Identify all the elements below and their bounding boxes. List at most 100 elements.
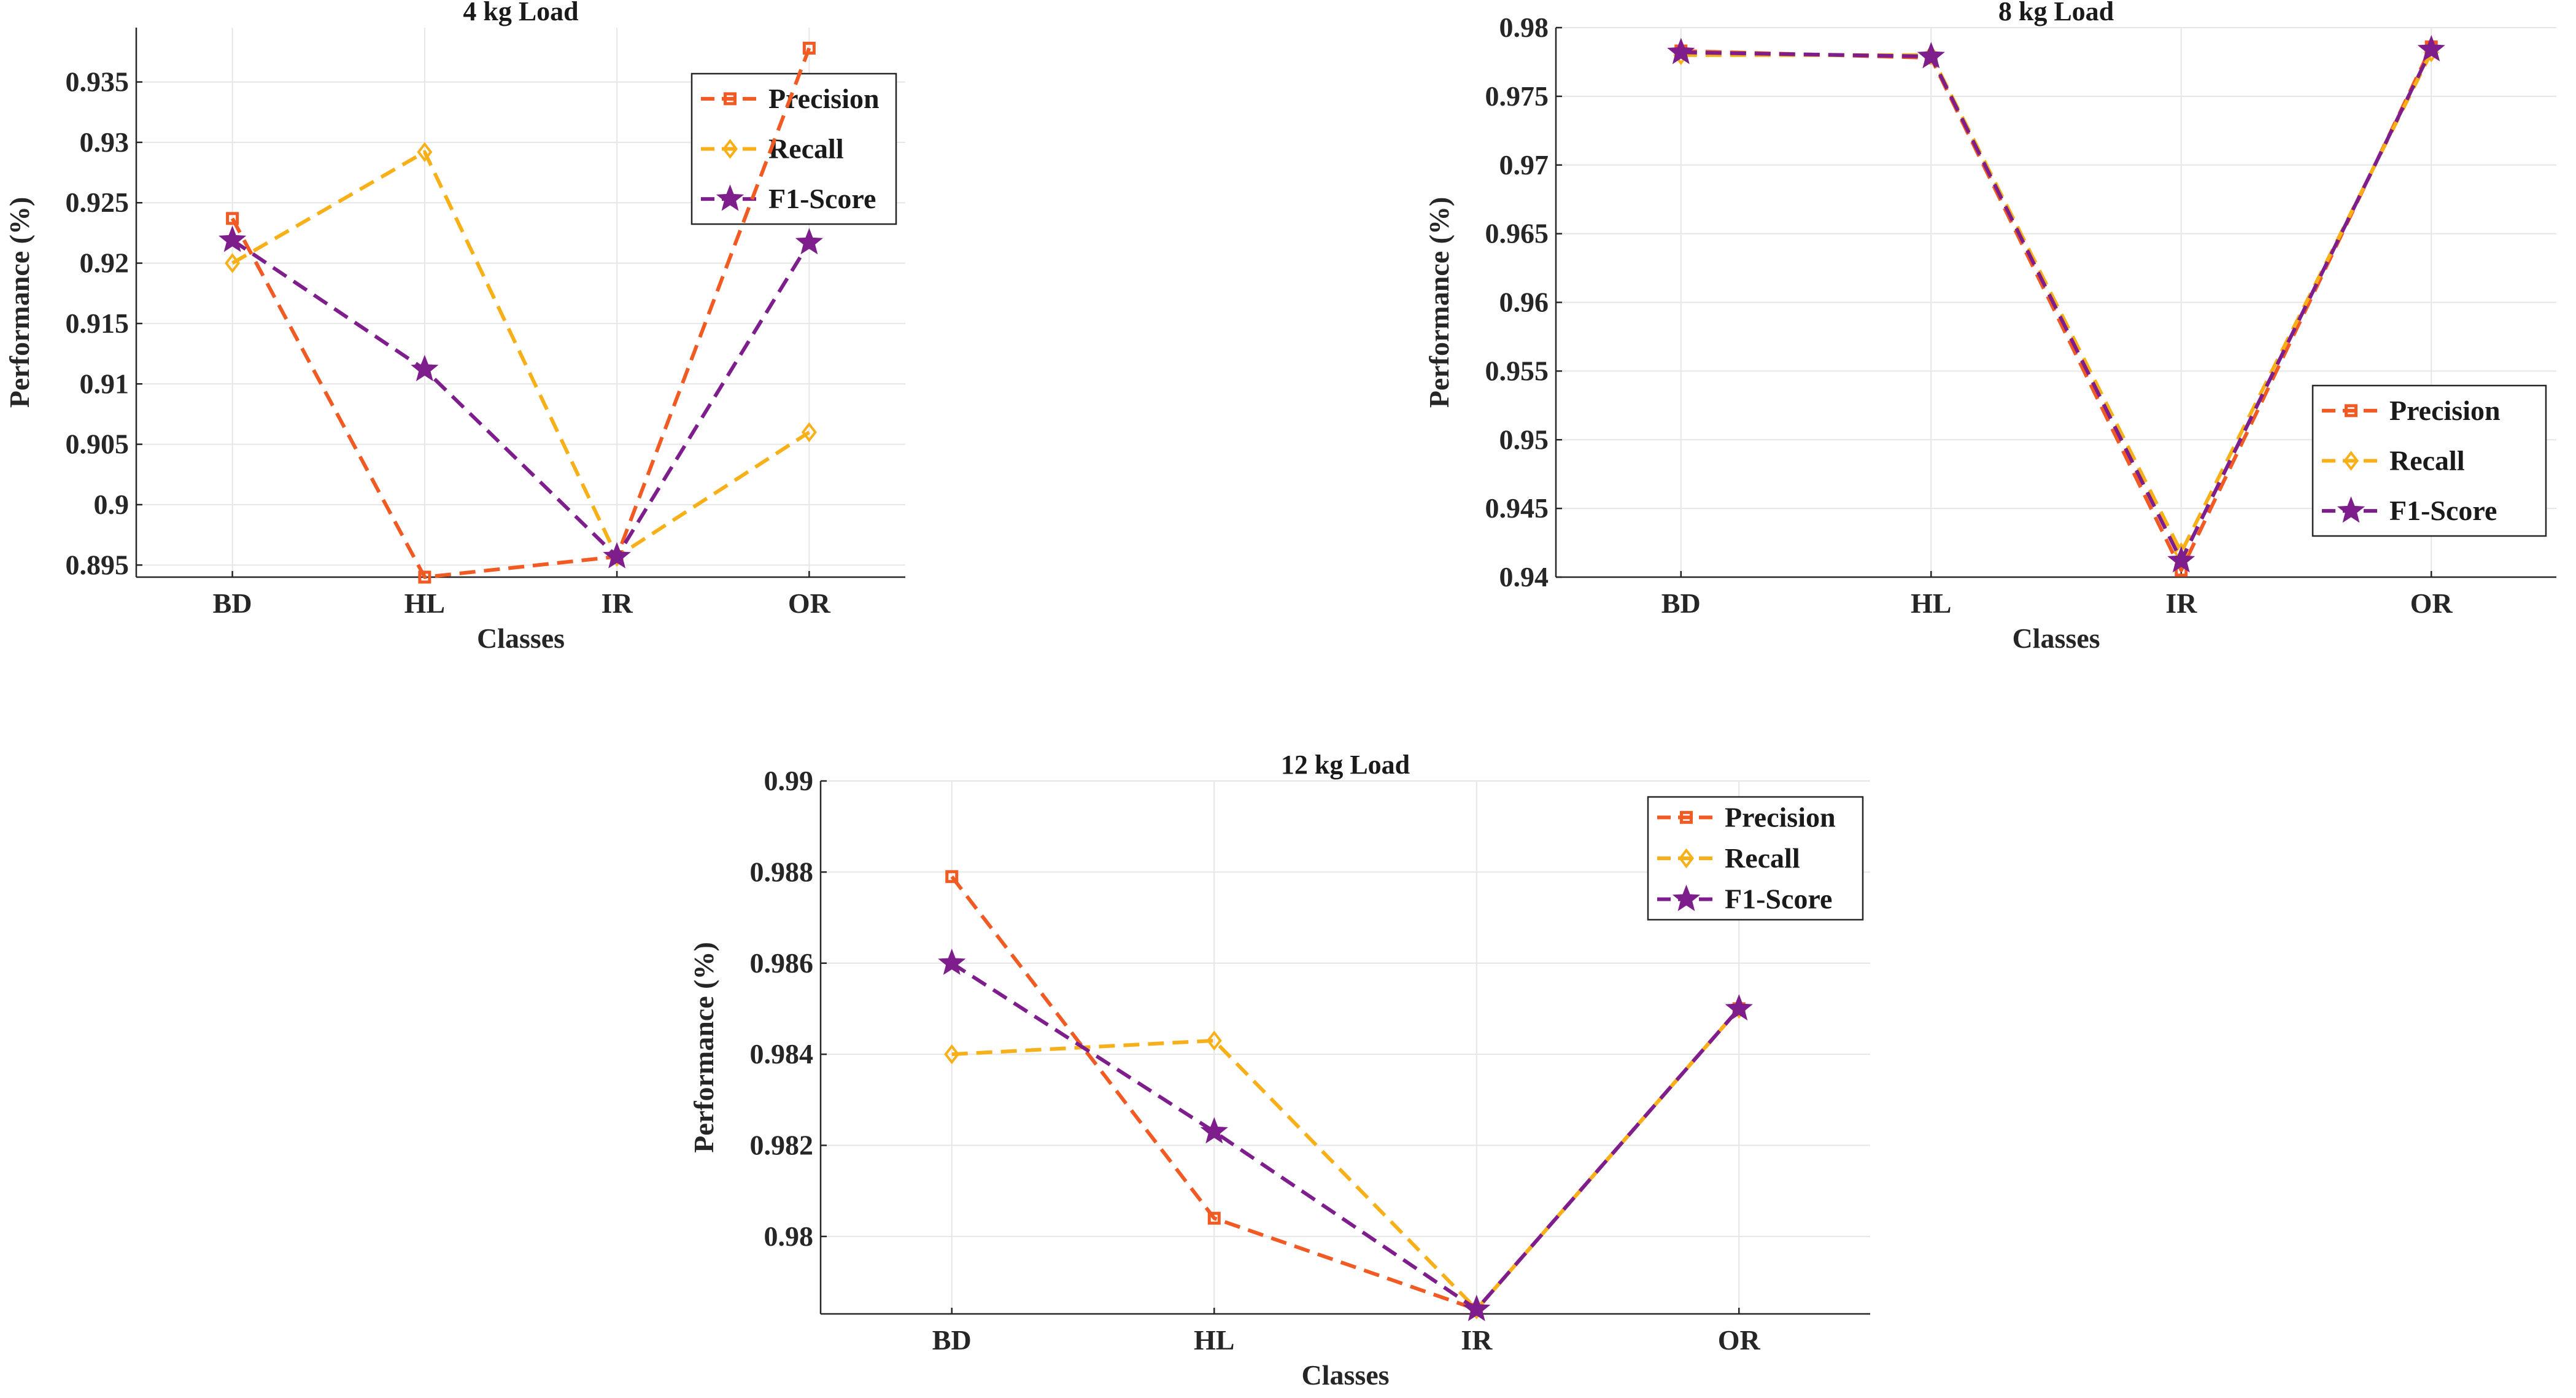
x-tick-label: BD: [213, 588, 252, 619]
legend-label-precision: Precision: [1725, 801, 1836, 833]
legend: Precision Recall F1-Score: [2311, 384, 2547, 537]
legend-marker-f1-score: [1672, 884, 1701, 911]
x-tick-label: IR: [1461, 1324, 1493, 1356]
y-tick-label: 0.95: [1499, 424, 1549, 455]
series-line-precision: [230, 47, 811, 579]
legend-label-precision: Precision: [768, 83, 880, 114]
panel-4kg: 4 kg Load Classes Performance (%) Precis…: [4, 0, 905, 654]
x-tick-label: HL: [1911, 588, 1951, 619]
legend-label-f1-score: F1-Score: [768, 183, 876, 214]
data-point-f1-score: [795, 228, 823, 255]
x-tick-label: IR: [601, 588, 633, 619]
y-tick-label: 0.945: [1485, 492, 1549, 524]
data-point-f1-score: [2167, 546, 2195, 573]
x-axis-label: Classes: [477, 623, 565, 654]
y-axis-label: Performance (%): [4, 197, 35, 408]
y-tick-label: 0.93: [80, 126, 130, 158]
series-line-precision: [950, 875, 1741, 1311]
legend-marker-f1-score: [2337, 496, 2365, 523]
x-tick-label: OR: [788, 588, 831, 619]
y-tick-label: 0.975: [1485, 80, 1549, 112]
y-tick-label: 0.94: [1499, 561, 1549, 592]
y-tick-label: 0.982: [750, 1130, 814, 1161]
y-tick-label: 0.935: [66, 66, 130, 98]
x-tick-label: BD: [1661, 588, 1701, 619]
grid: [821, 780, 1870, 1314]
data-point-f1-score: [938, 949, 966, 975]
x-tick-label: BD: [932, 1324, 972, 1356]
data-point-precision: [226, 212, 239, 225]
data-point-recall: [1206, 1030, 1222, 1051]
y-tick-label: 0.915: [66, 308, 130, 339]
legend-marker-recall: [2343, 451, 2359, 471]
data-point-precision: [418, 570, 431, 584]
panel-12kg: 12 kg Load Classes Performance (%) Preci…: [688, 750, 1870, 1391]
legend-label-recall: Recall: [1725, 842, 1800, 874]
panel-8kg: 8 kg Load Classes Performance (%) Precis…: [1423, 0, 2556, 654]
data-point-f1-score: [1463, 1294, 1491, 1321]
data-point-f1-score: [1917, 42, 1945, 69]
chart-title: 4 kg Load: [463, 0, 578, 26]
chart-title: 12 kg Load: [1281, 750, 1410, 780]
data-point-recall: [417, 142, 433, 162]
series-line-f1-score: [1681, 49, 2433, 563]
data-point-f1-score: [1667, 37, 1695, 64]
legend-marker-precision: [724, 92, 737, 106]
y-tick-label: 0.97: [1499, 149, 1549, 181]
data-point-recall: [944, 1044, 960, 1065]
legend-label-recall: Recall: [2389, 445, 2465, 476]
series-f1-score: [1667, 35, 2445, 573]
y-tick-label: 0.91: [80, 368, 130, 399]
x-tick-label: OR: [1718, 1324, 1761, 1356]
data-point-precision: [1207, 1211, 1221, 1225]
data-point-precision: [945, 870, 959, 883]
x-tick-label: HL: [1194, 1324, 1234, 1356]
data-point-f1-score: [411, 354, 439, 381]
legend-label-precision: Precision: [2389, 395, 2501, 426]
y-tick-label: 0.9: [94, 489, 130, 520]
y-tick-label: 0.925: [66, 187, 130, 218]
data-point-f1-score: [603, 542, 631, 569]
legend-marker-recall: [722, 139, 738, 159]
y-tick-label: 0.986: [750, 947, 814, 979]
x-axis-label: Classes: [1301, 1359, 1389, 1391]
legend-label-f1-score: F1-Score: [1725, 883, 1832, 915]
y-axis-label: Performance (%): [1423, 197, 1455, 408]
series-line-recall: [231, 150, 811, 559]
legend: Precision Recall F1-Score: [690, 72, 897, 225]
x-axis-label: Classes: [2012, 623, 2100, 654]
y-tick-label: 0.905: [66, 429, 130, 460]
series-f1-score: [938, 949, 1753, 1321]
legend: Precision Recall F1-Score: [1647, 796, 1864, 921]
y-tick-label: 0.98: [1499, 12, 1549, 43]
data-point-recall: [225, 253, 241, 273]
legend-marker-f1-score: [716, 184, 745, 211]
y-tick-label: 0.98: [764, 1221, 814, 1252]
data-point-f1-score: [1725, 994, 1753, 1021]
y-tick-label: 0.955: [1485, 355, 1549, 386]
y-tick-label: 0.99: [764, 765, 814, 796]
chart-title: 8 kg Load: [1998, 0, 2114, 26]
legend-label-recall: Recall: [768, 133, 844, 165]
y-tick-label: 0.988: [750, 856, 814, 887]
legend-marker-precision: [1680, 810, 1693, 824]
y-tick-label: 0.92: [80, 247, 130, 279]
data-point-precision: [802, 41, 816, 55]
y-tick-label: 0.895: [66, 549, 130, 580]
y-tick-label: 0.984: [750, 1038, 814, 1070]
legend-label-f1-score: F1-Score: [2389, 495, 2497, 526]
series-line-f1-score: [951, 961, 1741, 1311]
series-f1-score: [219, 225, 823, 569]
x-tick-label: OR: [2410, 588, 2453, 619]
data-point-f1-score: [2417, 35, 2445, 62]
data-point-f1-score: [219, 225, 247, 252]
legend-marker-recall: [1678, 848, 1695, 869]
y-tick-label: 0.96: [1499, 287, 1549, 318]
legend-marker-precision: [2345, 404, 2357, 417]
x-tick-label: HL: [404, 588, 445, 619]
x-tick-label: IR: [2165, 588, 2197, 619]
data-point-recall: [801, 422, 817, 443]
data-point-f1-score: [1200, 1117, 1228, 1144]
